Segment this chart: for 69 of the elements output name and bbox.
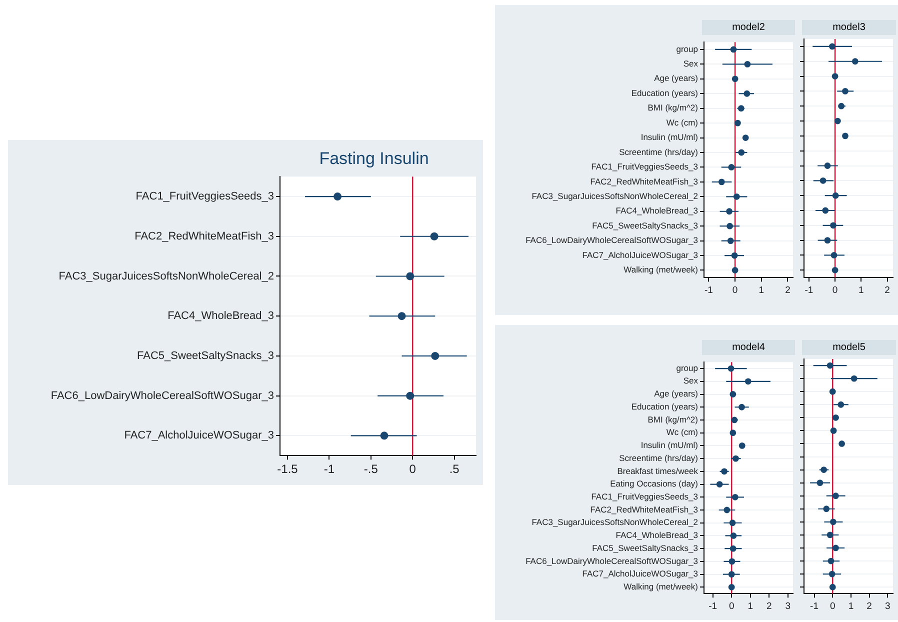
y-tick-label: FAC1_FruitVeggiesSeeds_3 — [136, 190, 274, 203]
chart-title: model5 — [802, 340, 896, 355]
y-tick-label: FAC4_WholeBread_3 — [616, 206, 698, 216]
y-tick-label: Insulin (mU/ml) — [640, 132, 698, 142]
chart-title: Fasting Insulin — [318, 148, 430, 170]
y-tick-label: Eating Occasions (day) — [610, 478, 698, 489]
y-tick-label: Sex — [683, 376, 699, 386]
y-tick-label: FAC2_RedWhiteMeatFish_3 — [590, 504, 698, 514]
y-tick-label: group — [676, 362, 698, 373]
y-tick-label: FAC5_SweetSaltySnacks_3 — [592, 542, 698, 553]
y-tick-label: Screentime (hrs/day) — [619, 146, 698, 157]
x-tick-label: 1 — [858, 284, 864, 296]
y-tick-label: FAC3_SugarJuicesSoftsNonWholeCereal_2 — [532, 517, 698, 528]
y-tick-label: FAC2_RedWhiteMeatFish_3 — [134, 230, 274, 242]
x-tick-label: -1.5 — [277, 462, 298, 476]
y-tick-label: FAC4_WholeBread_3 — [616, 530, 698, 540]
x-tick-label: 0 — [409, 462, 416, 476]
x-tick-label: -1 — [704, 284, 713, 296]
y-tick-label: FAC3_SugarJuicesSoftsNonWholeCereal_2 — [532, 190, 698, 201]
x-tick-label: 3 — [785, 600, 791, 612]
x-tick-label: -1 — [708, 600, 718, 612]
y-tick-label: FAC2_RedWhiteMeatFish_3 — [590, 176, 698, 186]
x-tick-label: 2 — [785, 284, 790, 296]
x-tick-label: 1 — [848, 600, 854, 612]
y-tick-label: FAC1_FruitVeggiesSeeds_3 — [591, 162, 698, 172]
x-tick-label: -1 — [810, 600, 819, 612]
y-tick-label: FAC7_AlcholJuiceWOSugar_3 — [582, 250, 698, 260]
y-tick-label: Insulin (mU/ml) — [640, 440, 698, 450]
x-tick-label: 2 — [866, 600, 872, 612]
y-tick-label: Education (years) — [631, 88, 698, 98]
chart-title: model2 — [702, 20, 795, 35]
y-tick-label: Sex — [683, 58, 699, 69]
y-tick-label: Wc (cm) — [666, 427, 698, 438]
y-tick-label: BMI (kg/m^2) — [648, 102, 698, 113]
y-tick-label: Walking (met/week) — [624, 582, 698, 592]
y-tick-label: FAC6_LowDairyWholeCerealSoftWOSugar_3 — [526, 235, 698, 246]
y-tick-label: Education (years) — [631, 401, 698, 412]
x-tick-label: 1 — [748, 600, 754, 612]
y-tick-label: FAC5_SweetSaltySnacks_3 — [592, 220, 698, 230]
x-tick-label: 0 — [830, 600, 836, 612]
y-tick-label: FAC7_AlcholJuiceWOSugar_3 — [582, 568, 698, 579]
y-tick-label: FAC3_SugarJuicesSoftsNonWholeCereal_2 — [58, 270, 274, 282]
y-tick-label: Age (years) — [654, 388, 698, 399]
y-tick-label: group — [676, 44, 698, 54]
y-tick-label: Age (years) — [654, 73, 698, 84]
y-tick-label: Wc (cm) — [666, 117, 698, 128]
x-tick-label: 3 — [885, 600, 890, 612]
y-tick-label: FAC4_WholeBread_3 — [168, 310, 274, 322]
x-tick-label: .5 — [449, 462, 460, 476]
x-tick-label: 2 — [766, 600, 772, 612]
x-tick-label: -.5 — [364, 462, 378, 476]
y-tick-label: Screentime (hrs/day) — [619, 452, 698, 463]
x-tick-label: 2 — [884, 284, 890, 296]
y-tick-label: FAC6_LowDairyWholeCerealSoftWOSugar_3 — [50, 390, 274, 402]
x-tick-label: 0 — [732, 284, 738, 296]
y-tick-label: FAC6_LowDairyWholeCerealSoftWOSugar_3 — [526, 556, 698, 566]
x-tick-label: -1 — [324, 462, 335, 476]
y-tick-label: Walking (met/week) — [624, 264, 698, 275]
x-tick-label: 0 — [832, 284, 838, 296]
y-tick-label: FAC1_FruitVeggiesSeeds_3 — [591, 491, 698, 502]
x-tick-label: -1 — [804, 284, 814, 296]
chart-title: model3 — [802, 20, 896, 35]
y-tick-label: FAC5_SweetSaltySnacks_3 — [137, 350, 274, 362]
x-tick-label: 0 — [728, 600, 734, 612]
y-tick-label: FAC7_AlcholJuiceWOSugar_3 — [124, 430, 274, 442]
y-tick-label: BMI (kg/m^2) — [648, 414, 698, 424]
y-tick-label: Breakfast times/week — [617, 466, 699, 476]
chart-title: model4 — [702, 340, 795, 355]
x-tick-label: 1 — [758, 284, 764, 296]
